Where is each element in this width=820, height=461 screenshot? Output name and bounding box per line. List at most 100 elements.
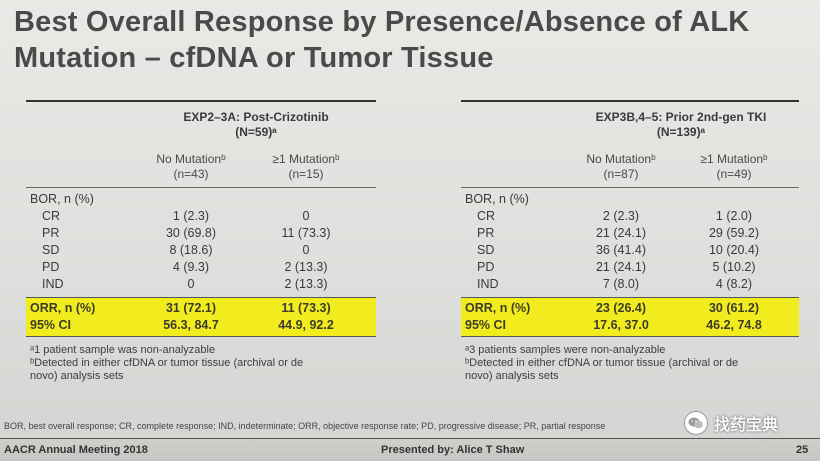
watermark: 找药宝典 bbox=[684, 411, 778, 435]
col-no-mutation-n: (n=87) bbox=[603, 167, 639, 181]
meeting-name: AACR Annual Meeting 2018 bbox=[4, 444, 148, 456]
cell: 0 bbox=[302, 209, 310, 223]
table-row: SD 36 (41.4) 10 (20.4) bbox=[461, 242, 799, 259]
col-no-mutation-label: No Mutationᵇ bbox=[586, 152, 656, 166]
row-label: 95% CI bbox=[30, 318, 71, 332]
footer-bar: AACR Annual Meeting 2018 Presented by: A… bbox=[0, 438, 820, 461]
cell: 21 (24.1) bbox=[595, 226, 647, 240]
cell: 4 (9.3) bbox=[172, 260, 210, 274]
cell: 10 (20.4) bbox=[708, 243, 760, 257]
table-top-rule bbox=[461, 100, 799, 102]
cell: 44.9, 92.2 bbox=[278, 318, 334, 332]
orr-highlight: ORR, n (%) 23 (26.4) 30 (61.2) 95% CI 17… bbox=[461, 297, 799, 337]
cell: 56.3, 84.7 bbox=[163, 318, 219, 332]
col-mutation-n: (n=15) bbox=[288, 167, 324, 181]
footnote-b: ᵇDetected in either cfDNA or tumor tissu… bbox=[465, 357, 739, 369]
footnote-a: ᵃ1 patient sample was non-analyzable bbox=[30, 344, 216, 356]
cell: 8 (18.6) bbox=[169, 243, 213, 257]
table-top-rule bbox=[26, 100, 376, 102]
col-mutation: ≥1 Mutationᵇ (n=15) bbox=[251, 152, 361, 182]
col-no-mutation-label: No Mutationᵇ bbox=[156, 152, 226, 166]
footnote-b: ᵇDetected in either cfDNA or tumor tissu… bbox=[30, 357, 304, 369]
row-label: PD bbox=[477, 260, 495, 274]
col-no-mutation: No Mutationᵇ (n=87) bbox=[566, 152, 676, 182]
col-no-mutation-n: (n=43) bbox=[173, 167, 209, 181]
row-label: PD bbox=[42, 260, 60, 274]
row-label: PR bbox=[477, 226, 495, 240]
table-row: CR 1 (2.3) 0 bbox=[26, 208, 376, 225]
cell: 11 (73.3) bbox=[281, 226, 331, 240]
table-row: PD 21 (24.1) 5 (10.2) bbox=[461, 259, 799, 276]
cell: 30 (61.2) bbox=[708, 301, 760, 315]
footnote-a: ᵃ3 patients samples were non-analyzable bbox=[465, 344, 666, 356]
row-label: ORR, n (%) bbox=[30, 301, 96, 315]
section-label: BOR, n (%) bbox=[30, 192, 94, 206]
col-mutation-label: ≥1 Mutationᵇ bbox=[700, 152, 768, 166]
abbreviations: BOR, best overall response; CR, complete… bbox=[4, 421, 606, 431]
row-label: SD bbox=[477, 243, 495, 257]
cell: 11 (73.3) bbox=[281, 301, 331, 315]
row-label: CR bbox=[477, 209, 496, 223]
row-label: ORR, n (%) bbox=[465, 301, 531, 315]
cell: 17.6, 37.0 bbox=[593, 318, 649, 332]
table-title: EXP3B,4–5: Prior 2nd-gen TKI bbox=[595, 110, 767, 124]
title-line-1: Best Overall Response by Presence/Absenc… bbox=[14, 6, 750, 38]
table-row: SD 8 (18.6) 0 bbox=[26, 242, 376, 259]
cell: 4 (8.2) bbox=[715, 277, 753, 291]
cell: 21 (24.1) bbox=[595, 260, 647, 274]
table-n: (N=59)ᵃ bbox=[235, 125, 277, 139]
presenter: Presented by: Alice T Shaw bbox=[381, 444, 525, 456]
section-row: BOR, n (%) bbox=[26, 191, 376, 208]
table-row: PR 30 (69.8) 11 (73.3) bbox=[26, 225, 376, 242]
section-row: BOR, n (%) bbox=[461, 191, 799, 208]
footnotes: ᵃ3 patients samples were non-analyzable … bbox=[465, 344, 800, 383]
slide-title: Best Overall Response by Presence/Absenc… bbox=[14, 4, 794, 76]
row-label: IND bbox=[477, 277, 499, 291]
cell: 1 (2.0) bbox=[715, 209, 753, 223]
orr-highlight: ORR, n (%) 31 (72.1) 11 (73.3) 95% CI 56… bbox=[26, 297, 376, 337]
row-label: PR bbox=[42, 226, 60, 240]
cell: 46.2, 74.8 bbox=[706, 318, 762, 332]
table-row: PR 21 (24.1) 29 (59.2) bbox=[461, 225, 799, 242]
col-mutation-n: (n=49) bbox=[716, 167, 752, 181]
ci-row: 95% CI 17.6, 37.0 46.2, 74.8 bbox=[461, 317, 799, 334]
cell: 1 (2.3) bbox=[172, 209, 210, 223]
table-row: CR 2 (2.3) 1 (2.0) bbox=[461, 208, 799, 225]
cell: 31 (72.1) bbox=[165, 301, 217, 315]
col-no-mutation: No Mutationᵇ (n=43) bbox=[136, 152, 246, 182]
cell: 0 bbox=[302, 243, 310, 257]
cell: 2 (2.3) bbox=[602, 209, 640, 223]
header-rule bbox=[26, 187, 376, 188]
table-row: PD 4 (9.3) 2 (13.3) bbox=[26, 259, 376, 276]
col-mutation: ≥1 Mutationᵇ (n=49) bbox=[679, 152, 789, 182]
cell: 5 (10.2) bbox=[712, 260, 756, 274]
table-row: IND 7 (8.0) 4 (8.2) bbox=[461, 276, 799, 293]
cell: 0 bbox=[187, 277, 195, 291]
cell: 2 (13.3) bbox=[284, 260, 328, 274]
watermark-text: 找药宝典 bbox=[714, 415, 779, 434]
orr-row: ORR, n (%) 23 (26.4) 30 (61.2) bbox=[461, 300, 799, 317]
cell: 23 (26.4) bbox=[595, 301, 647, 315]
footnotes: ᵃ1 patient sample was non-analyzable ᵇDe… bbox=[30, 344, 390, 383]
cell: 2 (13.3) bbox=[284, 277, 328, 291]
cell: 7 (8.0) bbox=[602, 277, 640, 291]
table-title: EXP2–3A: Post-Crizotinib bbox=[183, 110, 329, 124]
footnote-b-cont: novo) analysis sets bbox=[30, 370, 124, 382]
cell: 29 (59.2) bbox=[708, 226, 760, 240]
title-line-2: Mutation – cfDNA or Tumor Tissue bbox=[14, 42, 494, 74]
ci-row: 95% CI 56.3, 84.7 44.9, 92.2 bbox=[26, 317, 376, 334]
section-label: BOR, n (%) bbox=[465, 192, 529, 206]
table-n: (N=139)ᵃ bbox=[656, 125, 706, 139]
row-label: IND bbox=[42, 277, 64, 291]
page-number: 25 bbox=[796, 444, 809, 456]
footnote-b-cont: novo) analysis sets bbox=[465, 370, 559, 382]
cell: 36 (41.4) bbox=[595, 243, 647, 257]
row-label: SD bbox=[42, 243, 60, 257]
wechat-icon bbox=[684, 411, 708, 435]
col-mutation-label: ≥1 Mutationᵇ bbox=[272, 152, 340, 166]
cell: 30 (69.8) bbox=[165, 226, 217, 240]
table-row: IND 0 2 (13.3) bbox=[26, 276, 376, 293]
row-label: CR bbox=[42, 209, 61, 223]
header-rule bbox=[461, 187, 799, 188]
